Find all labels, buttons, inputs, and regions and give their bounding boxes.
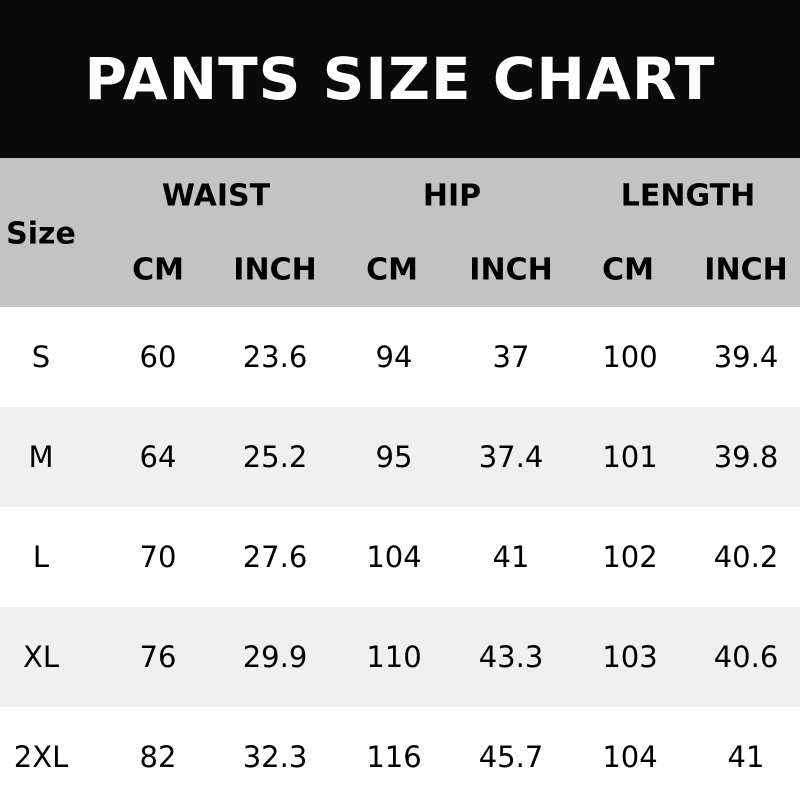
size-header: Size — [6, 216, 76, 252]
value-cell: 41 — [492, 540, 530, 574]
value-cell: 104 — [602, 740, 658, 774]
value-cell: 82 — [139, 740, 177, 774]
value-cell: 70 — [139, 540, 177, 574]
value-cell: 39.4 — [713, 340, 779, 374]
value-cell: 101 — [602, 440, 658, 474]
unit-header: INCH — [469, 252, 553, 288]
value-cell: 94 — [375, 340, 413, 374]
value-cell: 41 — [727, 740, 765, 774]
size-cell: XL — [22, 640, 60, 674]
value-cell: 25.2 — [242, 440, 308, 474]
value-cell: 45.7 — [478, 740, 544, 774]
chart-title: PANTS SIZE CHART — [84, 45, 716, 113]
value-cell: 60 — [139, 340, 177, 374]
table-row: L 70 27.6 104 41 102 40.2 — [0, 507, 800, 607]
group-header-length: LENGTH — [620, 178, 756, 214]
group-header-waist: WAIST — [161, 178, 271, 214]
value-cell: 116 — [366, 740, 422, 774]
value-cell: 40.2 — [713, 540, 779, 574]
value-cell: 43.3 — [478, 640, 544, 674]
group-header-hip: HIP — [422, 178, 482, 214]
value-cell: 95 — [375, 440, 413, 474]
size-cell: S — [31, 340, 51, 374]
unit-header: CM — [132, 252, 184, 288]
size-cell: L — [32, 540, 50, 574]
value-cell: 39.8 — [713, 440, 779, 474]
table-header: Size WAIST HIP LENGTH CM INCH CM INCH CM… — [0, 158, 800, 307]
value-cell: 103 — [602, 640, 658, 674]
value-cell: 23.6 — [242, 340, 308, 374]
table-row: M 64 25.2 95 37.4 101 39.8 — [0, 407, 800, 507]
unit-header: CM — [366, 252, 418, 288]
table-row: XL 76 29.9 110 43.3 103 40.6 — [0, 607, 800, 707]
value-cell: 37.4 — [478, 440, 544, 474]
table-row: S 60 23.6 94 37 100 39.4 — [0, 307, 800, 407]
value-cell: 27.6 — [242, 540, 308, 574]
value-cell: 40.6 — [713, 640, 779, 674]
value-cell: 110 — [366, 640, 422, 674]
unit-header: INCH — [233, 252, 317, 288]
size-cell: M — [28, 440, 54, 474]
value-cell: 29.9 — [242, 640, 308, 674]
unit-header: CM — [602, 252, 654, 288]
value-cell: 76 — [139, 640, 177, 674]
value-cell: 102 — [602, 540, 658, 574]
value-cell: 32.3 — [242, 740, 308, 774]
table-row: 2XL 82 32.3 116 45.7 104 41 — [0, 707, 800, 807]
title-banner: PANTS SIZE CHART — [0, 0, 800, 158]
value-cell: 100 — [602, 340, 658, 374]
value-cell: 104 — [366, 540, 422, 574]
value-cell: 37 — [492, 340, 530, 374]
size-cell: 2XL — [13, 740, 69, 774]
value-cell: 64 — [139, 440, 177, 474]
unit-header: INCH — [704, 252, 788, 288]
